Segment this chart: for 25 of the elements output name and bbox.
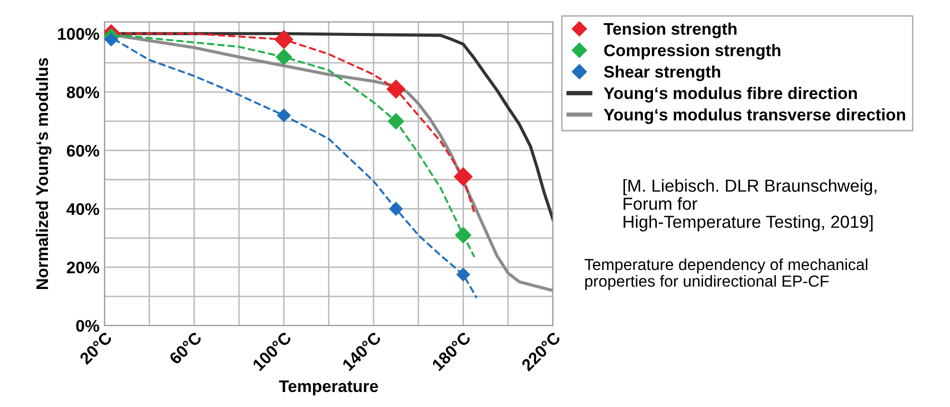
y-tick-label: 0% bbox=[76, 320, 100, 332]
legend-label: Young‘s modulus transverse direction bbox=[604, 108, 906, 124]
y-tick-label: 80% bbox=[66, 86, 100, 98]
legend-label: Tension strength bbox=[604, 22, 736, 38]
point bbox=[454, 226, 472, 244]
text: [M. Liebisch. DLR Braunschweig, Forum for High-Temperature Testing, 2019] bbox=[623, 179, 876, 232]
point bbox=[388, 112, 404, 130]
point bbox=[276, 108, 291, 122]
text: Temperature dependency of mechanical properties for unidirectional EP-CF bbox=[584, 258, 868, 290]
point bbox=[388, 202, 403, 216]
legend-label: Shear strength bbox=[604, 65, 720, 82]
point bbox=[104, 32, 118, 47]
point bbox=[274, 30, 294, 50]
y-tick-label: 60% bbox=[66, 144, 100, 157]
point bbox=[386, 80, 406, 99]
y-tick-label: 40% bbox=[66, 203, 100, 216]
point bbox=[275, 48, 292, 66]
point bbox=[456, 267, 470, 282]
point bbox=[454, 167, 473, 186]
y-tick-label: 20% bbox=[66, 262, 100, 274]
y-tick-label: 100% bbox=[58, 28, 100, 40]
legend-label: Young‘s modulus fibre direction bbox=[604, 86, 857, 103]
x-axis-title: Temperature bbox=[279, 380, 378, 396]
legend-label: Compression strength bbox=[604, 44, 780, 60]
y-axis-title: Normalized Young‘s modulus bbox=[36, 58, 52, 290]
